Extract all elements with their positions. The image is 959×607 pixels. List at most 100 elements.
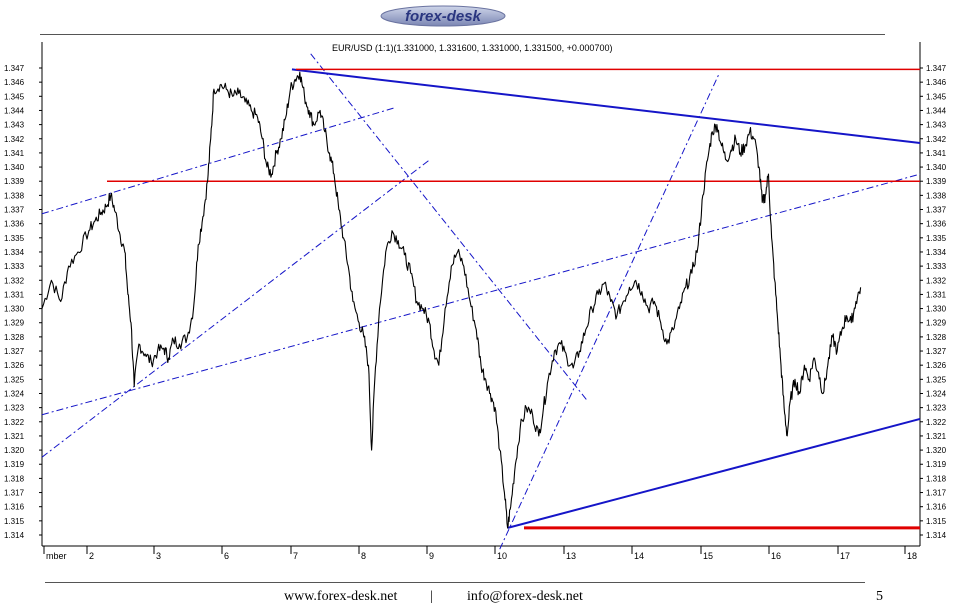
price-line bbox=[41, 71, 862, 529]
footer-website-link[interactable]: www.forex-desk.net bbox=[284, 589, 398, 604]
trendline-solid bbox=[291, 68, 921, 144]
y-tick-label-left: 1.331 bbox=[4, 290, 25, 299]
y-tick-label-right: 1.328 bbox=[926, 333, 947, 342]
y-tick-label-right: 1.319 bbox=[926, 460, 947, 469]
trendline-dashed bbox=[41, 159, 430, 458]
y-tick-label-left: 1.328 bbox=[4, 333, 25, 342]
y-tick-label-right: 1.327 bbox=[926, 347, 947, 356]
y-tick-label-left: 1.339 bbox=[4, 177, 25, 186]
horizontal-levels bbox=[107, 68, 920, 530]
logo-text: forex-desk bbox=[405, 8, 482, 25]
x-tick-label: 10 bbox=[497, 551, 507, 561]
y-tick-label-left: 1.337 bbox=[4, 206, 25, 215]
footer: www.forex-desk.net | info@forex-desk.net… bbox=[0, 586, 959, 606]
y-tick-label-left: 1.330 bbox=[4, 305, 25, 314]
y-tick-label-left: 1.318 bbox=[4, 474, 25, 483]
y-tick-label-right: 1.339 bbox=[926, 177, 947, 186]
y-tick-label-left: 1.346 bbox=[4, 78, 25, 87]
x-tick-label: 7 bbox=[293, 551, 298, 561]
y-tick-label-right: 1.340 bbox=[926, 163, 947, 172]
trendlines bbox=[41, 53, 921, 550]
y-tick-label-left: 1.333 bbox=[4, 262, 25, 271]
y-tick-label-left: 1.329 bbox=[4, 319, 25, 328]
y-tick-label-right: 1.321 bbox=[926, 432, 947, 441]
y-tick-label-left: 1.347 bbox=[4, 64, 25, 73]
footer-email-link[interactable]: info@forex-desk.net bbox=[467, 589, 583, 604]
y-tick-label-right: 1.320 bbox=[926, 446, 947, 455]
y-tick-label-left: 1.341 bbox=[4, 149, 25, 158]
footer-separator: | bbox=[430, 589, 433, 604]
chart-title: EUR/USD (1:1)(1.331000, 1.331600, 1.3310… bbox=[332, 43, 612, 53]
y-tick-label-right: 1.342 bbox=[926, 135, 947, 144]
y-tick-label-right: 1.325 bbox=[926, 375, 947, 384]
y-tick-label-left: 1.316 bbox=[4, 503, 25, 512]
y-tick-label-right: 1.324 bbox=[926, 389, 947, 398]
x-tick-label: 15 bbox=[703, 551, 713, 561]
y-tick-label-right: 1.337 bbox=[926, 206, 947, 215]
y-tick-label-left: 1.326 bbox=[4, 361, 25, 370]
forex-desk-logo: forex-desk bbox=[380, 5, 506, 27]
y-tick-label-right: 1.315 bbox=[926, 517, 947, 526]
y-tick-label-left: 1.342 bbox=[4, 135, 25, 144]
y-tick-label-left: 1.323 bbox=[4, 404, 25, 413]
y-tick-label-left: 1.338 bbox=[4, 191, 25, 200]
x-tick-label: 8 bbox=[361, 551, 366, 561]
y-tick-label-right: 1.333 bbox=[926, 262, 947, 271]
y-tick-label-left: 1.317 bbox=[4, 489, 25, 498]
x-tick-label: 18 bbox=[907, 551, 917, 561]
y-tick-label-right: 1.345 bbox=[926, 92, 947, 101]
x-tick-label: 17 bbox=[840, 551, 850, 561]
y-tick-label-left: 1.344 bbox=[4, 106, 25, 115]
trendline-dashed bbox=[41, 107, 396, 215]
y-tick-label-right: 1.322 bbox=[926, 418, 947, 427]
x-tick-label: 3 bbox=[156, 551, 161, 561]
y-tick-label-right: 1.335 bbox=[926, 234, 947, 243]
eurusd-chart: EUR/USD (1:1)(1.331000, 1.331600, 1.3310… bbox=[4, 42, 947, 561]
y-tick-label-left: 1.321 bbox=[4, 432, 25, 441]
y-tick-label-right: 1.338 bbox=[926, 191, 947, 200]
y-tick-label-right: 1.341 bbox=[926, 149, 947, 158]
y-tick-label-left: 1.314 bbox=[4, 531, 25, 540]
y-tick-label-right: 1.344 bbox=[926, 106, 947, 115]
y-tick-label-left: 1.336 bbox=[4, 220, 25, 229]
trendline-dashed bbox=[41, 173, 921, 416]
x-tick-label: 14 bbox=[634, 551, 644, 561]
y-tick-label-left: 1.325 bbox=[4, 375, 25, 384]
y-tick-label-right: 1.326 bbox=[926, 361, 947, 370]
y-tick-label-left: 1.334 bbox=[4, 248, 25, 257]
x-tick-labels: mber 2 3 6 7 8 9 10 13 14 15 16 17 18 bbox=[43, 546, 917, 561]
y-tick-labels: 1.347 1.347 1.346 1.346 1.345 1.345 1.344 1.344… bbox=[4, 64, 947, 540]
y-tick-label-right: 1.336 bbox=[926, 220, 947, 229]
y-tick-label-right: 1.334 bbox=[926, 248, 947, 257]
y-tick-label-left: 1.343 bbox=[4, 121, 25, 130]
y-tick-label-right: 1.323 bbox=[926, 404, 947, 413]
x-tick-label: 6 bbox=[224, 551, 229, 561]
y-tick-label-right: 1.347 bbox=[926, 64, 947, 73]
y-tick-label-right: 1.330 bbox=[926, 305, 947, 314]
y-tick-label-right: 1.316 bbox=[926, 503, 947, 512]
y-tick-label-left: 1.320 bbox=[4, 446, 25, 455]
x-tick-label: 13 bbox=[566, 551, 576, 561]
y-tick-label-right: 1.318 bbox=[926, 474, 947, 483]
page-number: 5 bbox=[876, 589, 883, 604]
y-tick-label-left: 1.327 bbox=[4, 347, 25, 356]
y-tick-label-left: 1.324 bbox=[4, 389, 25, 398]
y-tick-label-left: 1.322 bbox=[4, 418, 25, 427]
y-tick-label-left: 1.335 bbox=[4, 234, 25, 243]
trendline-dashed bbox=[310, 53, 588, 401]
y-tick-label-right: 1.317 bbox=[926, 489, 947, 498]
y-tick-label-right: 1.343 bbox=[926, 121, 947, 130]
y-tick-label-left: 1.332 bbox=[4, 276, 25, 285]
y-tick-label-right: 1.332 bbox=[926, 276, 947, 285]
y-tick-label-right: 1.331 bbox=[926, 290, 947, 299]
header-rule bbox=[40, 34, 885, 35]
x-tick-label: mber bbox=[46, 551, 67, 561]
y-tick-label-left: 1.319 bbox=[4, 460, 25, 469]
trendline-dashed bbox=[499, 74, 719, 550]
y-tick-label-left: 1.315 bbox=[4, 517, 25, 526]
x-tick-label: 16 bbox=[771, 551, 781, 561]
x-tick-label: 9 bbox=[429, 551, 434, 561]
y-tick-label-left: 1.340 bbox=[4, 163, 25, 172]
x-tick-label: 2 bbox=[89, 551, 94, 561]
y-tick-label-right: 1.314 bbox=[926, 531, 947, 540]
